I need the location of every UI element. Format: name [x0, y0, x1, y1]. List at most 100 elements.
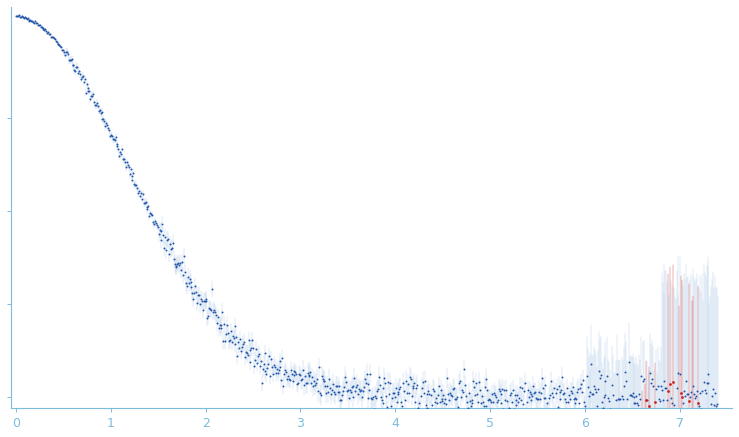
Point	[277, 382, 289, 389]
Point	[626, 392, 638, 399]
Point	[483, 395, 495, 402]
Point	[270, 366, 282, 373]
Point	[559, 390, 571, 397]
Point	[613, 412, 624, 419]
Point	[401, 389, 413, 396]
Point	[193, 291, 205, 298]
Point	[300, 379, 312, 386]
Point	[265, 372, 276, 379]
Point	[253, 350, 265, 357]
Point	[645, 380, 657, 387]
Point	[463, 397, 475, 404]
Point	[369, 393, 381, 400]
Point	[530, 395, 542, 402]
Point	[537, 385, 548, 392]
Point	[262, 361, 274, 368]
Point	[375, 394, 386, 401]
Point	[280, 369, 292, 376]
Point	[671, 385, 683, 392]
Point	[200, 295, 211, 302]
Point	[227, 333, 239, 340]
Point	[67, 61, 78, 68]
Point	[398, 379, 409, 386]
Point	[403, 373, 415, 380]
Point	[335, 397, 347, 404]
Point	[367, 393, 379, 400]
Point	[109, 134, 121, 141]
Point	[468, 378, 480, 385]
Point	[403, 389, 415, 396]
Point	[482, 387, 494, 394]
Point	[594, 375, 606, 382]
Point	[142, 204, 154, 211]
Point	[511, 391, 523, 398]
Point	[486, 391, 498, 398]
Point	[134, 192, 146, 199]
Point	[435, 395, 447, 402]
Point	[664, 380, 676, 387]
Point	[347, 382, 359, 389]
Point	[520, 412, 532, 419]
Point	[584, 388, 596, 395]
Point	[120, 164, 132, 171]
Point	[168, 260, 180, 267]
Point	[692, 399, 704, 406]
Point	[143, 213, 155, 220]
Point	[70, 63, 82, 70]
Point	[617, 395, 629, 402]
Point	[493, 385, 505, 392]
Point	[364, 387, 375, 394]
Point	[228, 340, 240, 347]
Point	[198, 298, 210, 305]
Point	[42, 28, 54, 35]
Point	[345, 389, 357, 396]
Point	[232, 338, 244, 345]
Point	[601, 414, 613, 421]
Point	[391, 399, 403, 406]
Point	[163, 251, 175, 258]
Point	[287, 378, 299, 385]
Point	[465, 403, 477, 410]
Point	[648, 407, 660, 414]
Point	[176, 258, 188, 265]
Point	[66, 55, 78, 62]
Point	[517, 401, 529, 408]
Point	[209, 309, 221, 316]
Point	[602, 394, 614, 401]
Point	[224, 336, 236, 343]
Point	[217, 308, 228, 315]
Point	[367, 395, 378, 402]
Point	[576, 388, 588, 395]
Point	[528, 389, 540, 396]
Point	[291, 381, 303, 388]
Point	[256, 365, 268, 372]
Point	[398, 387, 410, 394]
Point	[150, 220, 162, 227]
Point	[354, 387, 366, 394]
Point	[515, 396, 527, 403]
Point	[327, 381, 338, 388]
Point	[339, 374, 351, 381]
Point	[539, 395, 551, 402]
Point	[203, 304, 215, 311]
Point	[107, 136, 119, 143]
Point	[539, 382, 551, 389]
Point	[240, 348, 252, 355]
Point	[97, 115, 109, 122]
Point	[259, 349, 271, 356]
Point	[72, 69, 84, 76]
Point	[31, 20, 43, 27]
Point	[695, 405, 707, 412]
Point	[314, 389, 326, 396]
Point	[214, 325, 226, 332]
Point	[451, 393, 463, 400]
Point	[456, 386, 468, 393]
Point	[84, 88, 95, 95]
Point	[528, 382, 539, 389]
Point	[212, 313, 224, 320]
Point	[164, 240, 176, 247]
Point	[588, 382, 600, 389]
Point	[675, 389, 687, 396]
Point	[87, 91, 99, 98]
Point	[641, 397, 653, 404]
